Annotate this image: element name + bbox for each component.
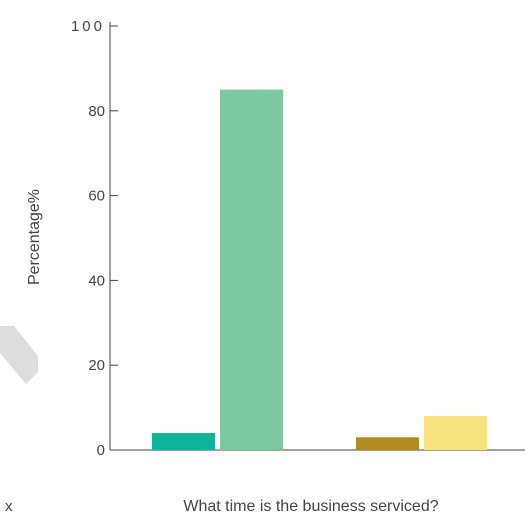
left-edge-fragment: x [5,498,13,515]
x-axis-title: What time is the business serviced? [183,498,438,515]
y-tick-label: 0 [97,442,105,459]
y-tick-label: 40 [88,272,105,289]
watermark-stripe [0,326,38,384]
y-tick-label: 20 [88,357,105,374]
y-tick-label: 80 [88,103,105,120]
y-tick-label: 60 [88,188,105,205]
y-axis-ticks: 0 20 40 60 80 100 [71,18,118,459]
bar [220,89,283,450]
y-tick-label: 100 [71,18,105,35]
bar [356,437,419,450]
y-axis-title: Percentage% [26,189,43,285]
bar [424,416,487,450]
bar [152,433,215,450]
bars [152,89,487,450]
